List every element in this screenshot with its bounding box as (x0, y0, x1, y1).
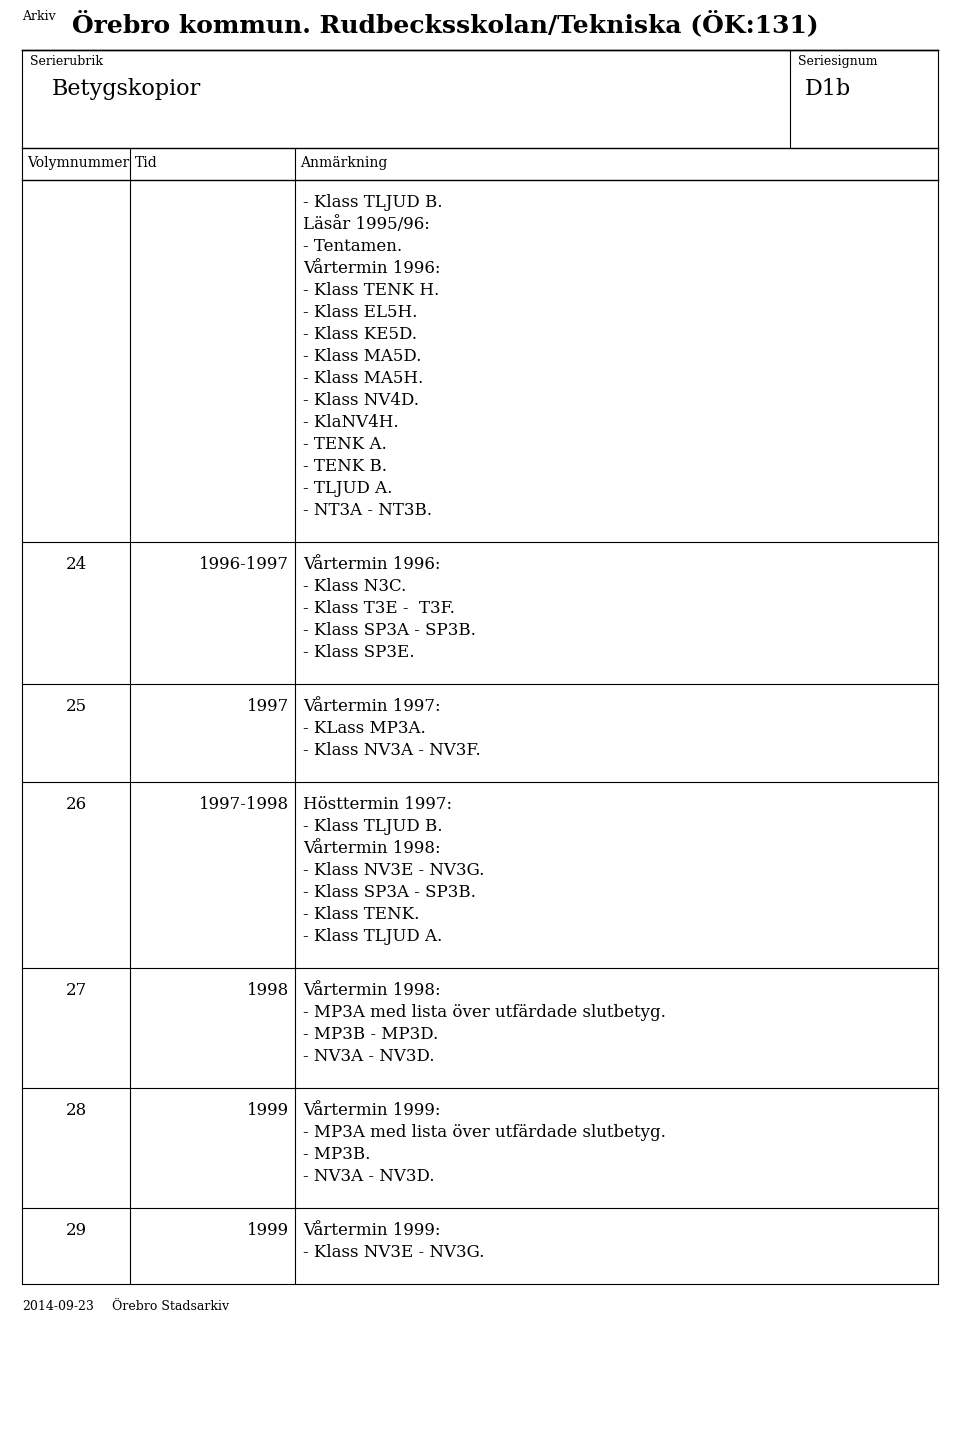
Text: - Klass SP3A - SP3B.: - Klass SP3A - SP3B. (303, 884, 476, 901)
Text: - TLJUD A.: - TLJUD A. (303, 480, 393, 496)
Text: - Klass SP3A - SP3B.: - Klass SP3A - SP3B. (303, 622, 476, 640)
Text: Vårtermin 1997:: Vårtermin 1997: (303, 697, 441, 715)
Text: - Klass MA5H.: - Klass MA5H. (303, 370, 423, 386)
Text: Vårtermin 1996:: Vårtermin 1996: (303, 556, 441, 573)
Text: Betygskopior: Betygskopior (52, 78, 202, 100)
Text: Örebro kommun. Rudbecksskolan/Tekniska (ÖK:131): Örebro kommun. Rudbecksskolan/Tekniska (… (72, 10, 819, 36)
Text: - MP3B.: - MP3B. (303, 1146, 371, 1163)
Text: - NT3A - NT3B.: - NT3A - NT3B. (303, 502, 432, 519)
Text: Tid: Tid (135, 156, 157, 169)
Text: Seriesignum: Seriesignum (798, 55, 877, 68)
Text: 1996-1997: 1996-1997 (199, 556, 289, 573)
Text: - Klass TLJUD B.: - Klass TLJUD B. (303, 818, 443, 835)
Text: - Klass T3E -  T3F.: - Klass T3E - T3F. (303, 601, 455, 616)
Text: Serierubrik: Serierubrik (30, 55, 103, 68)
Text: - MP3A med lista över utfärdade slutbetyg.: - MP3A med lista över utfärdade slutbety… (303, 1004, 666, 1022)
Text: Vårtermin 1998:: Vårtermin 1998: (303, 983, 441, 998)
Text: Anmärkning: Anmärkning (300, 156, 388, 169)
Text: - KlaNV4H.: - KlaNV4H. (303, 414, 398, 431)
Text: 25: 25 (65, 697, 86, 715)
Text: - Klass NV3A - NV3F.: - Klass NV3A - NV3F. (303, 742, 481, 760)
Text: Vårtermin 1999:: Vårtermin 1999: (303, 1223, 441, 1239)
Text: 1999: 1999 (247, 1103, 289, 1119)
Text: D1b: D1b (805, 78, 852, 100)
Text: - MP3B - MP3D.: - MP3B - MP3D. (303, 1026, 439, 1043)
Text: - Klass NV3E - NV3G.: - Klass NV3E - NV3G. (303, 1244, 485, 1260)
Text: - Klass N3C.: - Klass N3C. (303, 577, 406, 595)
Text: Vårtermin 1996:: Vårtermin 1996: (303, 260, 441, 276)
Text: Örebro Stadsarkiv: Örebro Stadsarkiv (112, 1299, 229, 1312)
Text: Vårtermin 1998:: Vårtermin 1998: (303, 841, 441, 857)
Text: - Tentamen.: - Tentamen. (303, 237, 402, 255)
Text: - TENK A.: - TENK A. (303, 436, 387, 453)
Text: Volymnummer: Volymnummer (27, 156, 130, 169)
Text: 26: 26 (65, 796, 86, 813)
Text: - Klass TLJUD A.: - Klass TLJUD A. (303, 928, 443, 945)
Text: - Klass TENK.: - Klass TENK. (303, 906, 420, 923)
Text: Hösttermin 1997:: Hösttermin 1997: (303, 796, 452, 813)
Text: 1997-1998: 1997-1998 (199, 796, 289, 813)
Text: Arkiv: Arkiv (22, 10, 56, 23)
Text: 2014-09-23: 2014-09-23 (22, 1299, 94, 1312)
Text: 29: 29 (65, 1223, 86, 1239)
Text: - Klass NV3E - NV3G.: - Klass NV3E - NV3G. (303, 862, 485, 878)
Text: 1997: 1997 (247, 697, 289, 715)
Text: Vårtermin 1999:: Vårtermin 1999: (303, 1103, 441, 1119)
Text: 24: 24 (65, 556, 86, 573)
Text: - KLass MP3A.: - KLass MP3A. (303, 721, 425, 737)
Text: - Klass EL5H.: - Klass EL5H. (303, 304, 418, 321)
Text: - Klass MA5D.: - Klass MA5D. (303, 347, 421, 365)
Text: - TENK B.: - TENK B. (303, 459, 387, 475)
Text: 27: 27 (65, 983, 86, 998)
Text: - Klass TLJUD B.: - Klass TLJUD B. (303, 194, 443, 211)
Text: - Klass SP3E.: - Klass SP3E. (303, 644, 415, 661)
Text: 28: 28 (65, 1103, 86, 1119)
Text: Läsår 1995/96:: Läsår 1995/96: (303, 216, 430, 233)
Text: - Klass KE5D.: - Klass KE5D. (303, 326, 417, 343)
Text: - Klass NV4D.: - Klass NV4D. (303, 392, 419, 410)
Text: 1998: 1998 (247, 983, 289, 998)
Text: 1999: 1999 (247, 1223, 289, 1239)
Text: - Klass TENK H.: - Klass TENK H. (303, 282, 440, 300)
Text: - NV3A - NV3D.: - NV3A - NV3D. (303, 1048, 435, 1065)
Text: - MP3A med lista över utfärdade slutbetyg.: - MP3A med lista över utfärdade slutbety… (303, 1124, 666, 1142)
Text: - NV3A - NV3D.: - NV3A - NV3D. (303, 1168, 435, 1185)
